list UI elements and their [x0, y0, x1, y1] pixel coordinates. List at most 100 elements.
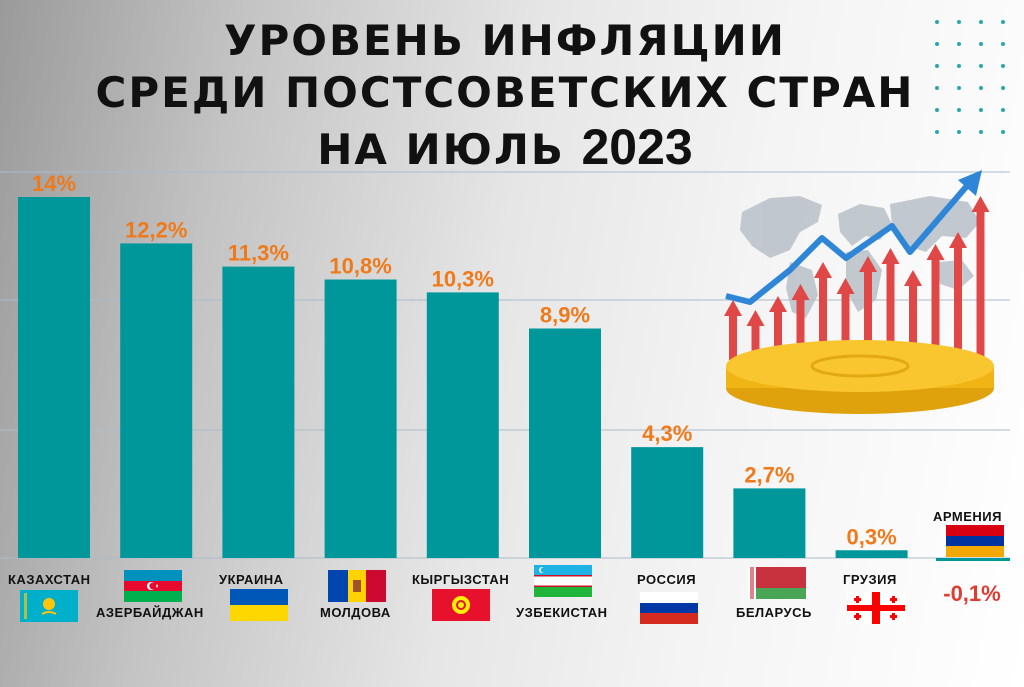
bar [529, 328, 601, 558]
uzbekistan-flag-icon [534, 565, 592, 597]
red-arrow-shaft [751, 322, 760, 360]
category-label: КЫРГЫЗСТАН [412, 572, 510, 587]
dot [957, 20, 961, 24]
gold-coin-icon [726, 340, 994, 414]
value-label: 14% [32, 171, 76, 196]
dot [979, 86, 983, 90]
dot [957, 130, 961, 134]
dot [935, 130, 939, 134]
red-arrow-head [904, 270, 922, 286]
title-year: 2023 [581, 119, 693, 175]
category-label: МОЛДОВА [320, 605, 391, 620]
dot [935, 42, 939, 46]
value-label: -0,1% [943, 581, 1000, 606]
red-arrow-head [746, 310, 765, 326]
red-arrow-shaft [931, 256, 940, 360]
georgia-flag-icon [847, 592, 905, 624]
dot [979, 64, 983, 68]
category-label: КАЗАХСТАН [8, 572, 91, 587]
value-label: 8,9% [540, 303, 590, 328]
value-label: 10,3% [432, 266, 494, 291]
red-arrow-head [949, 232, 967, 248]
dot [1001, 64, 1005, 68]
red-arrow-head [926, 244, 945, 260]
dot [935, 64, 939, 68]
dot [979, 108, 983, 112]
belarus-flag-icon [748, 567, 806, 599]
red-arrow-head [724, 300, 742, 316]
dot [1001, 42, 1005, 46]
title-month: НА ИЮЛЬ [317, 125, 565, 174]
rising-arrows-icon [724, 196, 990, 360]
bar [936, 558, 1010, 561]
dot [1001, 130, 1005, 134]
dot [957, 108, 961, 112]
red-arrow-shaft [909, 282, 917, 360]
dot [979, 130, 983, 134]
dot [935, 86, 939, 90]
red-arrow-shaft [819, 274, 827, 360]
trend-arrow-icon [725, 178, 975, 305]
category-label: РОССИЯ [637, 572, 697, 587]
title-line-3: НА ИЮЛЬ 2023 [0, 118, 1010, 176]
bar [631, 447, 704, 558]
armenia-flag-icon [946, 525, 1004, 557]
title-line-1: УРОВЕНЬ ИНФЛЯЦИИ [224, 16, 786, 65]
category-label: БЕЛАРУСЬ [736, 605, 812, 620]
dot [935, 108, 939, 112]
chart-value-labels: 14% 12,2% 11,3% 10,8% 10,3% 8,9% 4,3% 2,7% 0,3% -… [32, 171, 1001, 606]
dot [935, 20, 939, 24]
value-label: 4,3% [642, 421, 692, 446]
trend-arrow-head-icon [958, 170, 982, 196]
value-label: 2,7% [744, 462, 794, 487]
bar [426, 292, 499, 558]
bar [324, 279, 397, 558]
value-label: 12,2% [125, 217, 187, 242]
dot [979, 20, 983, 24]
kazakhstan-flag-icon [20, 590, 78, 622]
dot [1001, 20, 1005, 24]
red-arrow-head [971, 196, 990, 212]
category-label: УКРАИНА [219, 572, 284, 587]
ukraine-flag-icon [230, 589, 288, 621]
red-arrow-shaft [841, 290, 850, 360]
category-label: ГРУЗИЯ [843, 572, 897, 587]
red-arrow-head [881, 248, 900, 264]
red-arrow-shaft [954, 244, 962, 360]
value-label: 11,3% [228, 241, 289, 266]
bar [733, 488, 806, 558]
red-arrow-shaft [796, 296, 805, 360]
inflation-illustration [724, 170, 994, 414]
bar [222, 266, 295, 558]
title-line-2: СРЕДИ ПОСТСОВЕТСКИХ СТРАН [95, 68, 915, 117]
dot [1001, 108, 1005, 112]
red-arrow-shaft [774, 308, 782, 360]
category-label: АРМЕНИЯ [933, 509, 1002, 524]
red-arrow-head [859, 256, 877, 272]
moldova-flag-icon [328, 570, 386, 602]
red-arrow-shaft [729, 312, 737, 360]
category-label: АЗЕРБАЙДЖАН [96, 605, 204, 620]
red-arrow-head [791, 284, 810, 300]
bar [18, 197, 90, 558]
red-arrow-head [836, 278, 855, 294]
dot [957, 42, 961, 46]
red-arrow-shaft [976, 208, 985, 360]
dot [957, 64, 961, 68]
dot [957, 86, 961, 90]
dot [1001, 86, 1005, 90]
category-label: УЗБЕКИСТАН [516, 605, 608, 620]
dot [979, 42, 983, 46]
value-label: 0,3% [847, 524, 897, 549]
red-arrow-head [769, 296, 787, 312]
bar [835, 550, 908, 558]
bar [120, 243, 193, 558]
red-arrow-shaft [886, 260, 895, 360]
red-arrow-shaft [864, 268, 872, 360]
chart-bars [18, 197, 1010, 561]
russia-flag-icon [640, 592, 698, 624]
azerbaijan-flag-icon [124, 570, 182, 602]
red-arrow-head [814, 262, 832, 278]
